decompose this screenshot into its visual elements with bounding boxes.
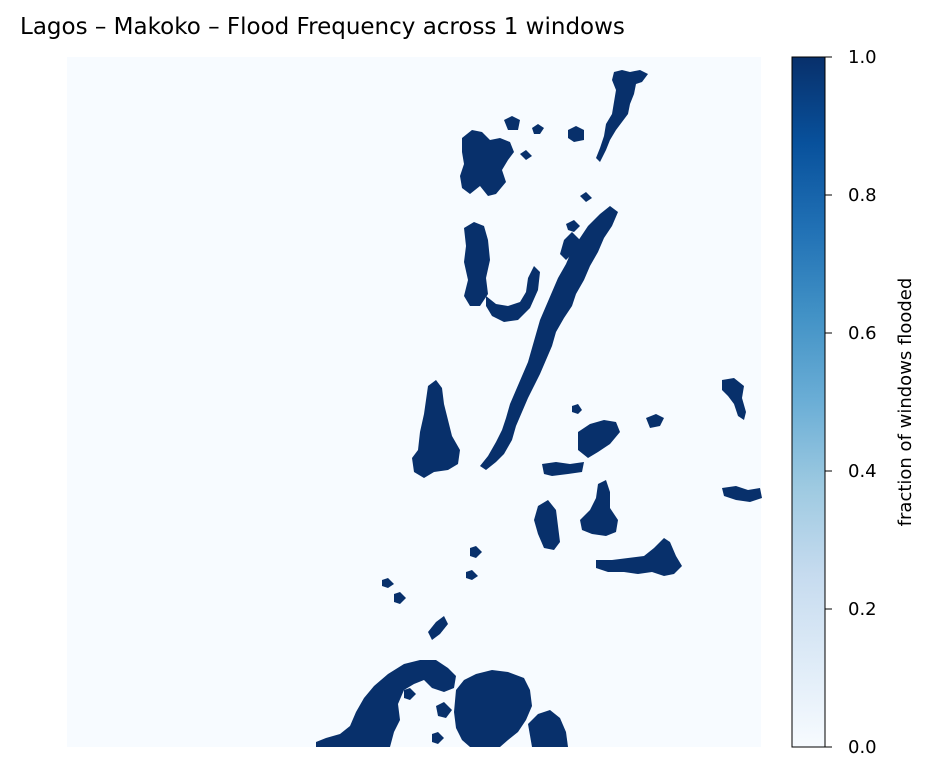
flooded-cells — [316, 70, 762, 747]
colorbar-tick-label: 0.2 — [848, 599, 877, 620]
flooded-cell-lagoon-cross-2 — [432, 732, 444, 744]
flooded-cell-mid-right-cross — [572, 404, 582, 414]
flooded-cell-upper-channel — [596, 70, 648, 162]
flooded-cell-upper-blob-a — [504, 116, 520, 130]
flooded-cell-left-hook — [486, 266, 540, 322]
colorbar — [791, 56, 826, 748]
flooded-cell-left-pool-lower — [412, 380, 460, 478]
flooded-cell-right-blob-b — [580, 480, 618, 536]
chart-title: Lagos – Makoko – Flood Frequency across … — [20, 14, 625, 40]
flooded-cell-cross-lower-4 — [394, 592, 406, 604]
flooded-cell-small-diag — [428, 616, 448, 640]
colorbar-label: fraction of windows flooded — [895, 278, 916, 527]
flooded-cell-lagoon-cross-3 — [436, 702, 452, 718]
flooded-cell-upper-cluster — [460, 130, 514, 196]
flooded-cell-cross-lower-1 — [470, 546, 482, 558]
flooded-cell-mid-right-dot — [646, 414, 664, 428]
flooded-cell-far-right-strip — [722, 486, 762, 502]
flooded-cell-upper-blob-b — [568, 126, 584, 142]
flooded-cell-cross-lower-2 — [466, 570, 478, 580]
colorbar-ticks: 0.0 0.2 0.4 0.6 0.8 1.0 — [825, 47, 877, 758]
flooded-cell-upper-cross-1 — [532, 124, 544, 134]
flooded-cell-upper-cross-2 — [520, 150, 532, 160]
flooded-cell-southern-lagoon-left — [316, 660, 456, 747]
colorbar-tick-label: 1.0 — [848, 47, 877, 68]
flooded-cell-right-strip — [596, 538, 682, 576]
flooded-cell-lagoon-cross-1 — [404, 688, 416, 700]
flooded-cell-left-pool-upper — [464, 222, 490, 306]
flooded-cell-far-right-top — [722, 378, 746, 420]
colorbar-tick-label: 0.4 — [848, 461, 877, 482]
flooded-cell-mid-right-a — [578, 420, 620, 458]
colorbar-tick-label: 0.8 — [848, 185, 877, 206]
colorbar-tick-label: 0.6 — [848, 323, 877, 344]
flooded-cell-upper-cross-3 — [580, 192, 592, 202]
heatmap-background — [67, 57, 761, 747]
flooded-cell-southern-lagoon-right — [528, 710, 568, 747]
colorbar-tick-label: 0.0 — [848, 737, 877, 758]
flooded-cell-channel-branch — [560, 232, 580, 260]
flooded-cell-mid-channel-tail — [542, 462, 584, 476]
flooded-cell-channel-cross — [566, 220, 580, 232]
flooded-cell-central-channel — [480, 206, 618, 470]
flooded-cell-cross-lower-3 — [382, 578, 394, 588]
flooded-cell-right-blob-a — [534, 500, 560, 550]
flooded-cell-southern-lagoon-center — [454, 670, 532, 747]
